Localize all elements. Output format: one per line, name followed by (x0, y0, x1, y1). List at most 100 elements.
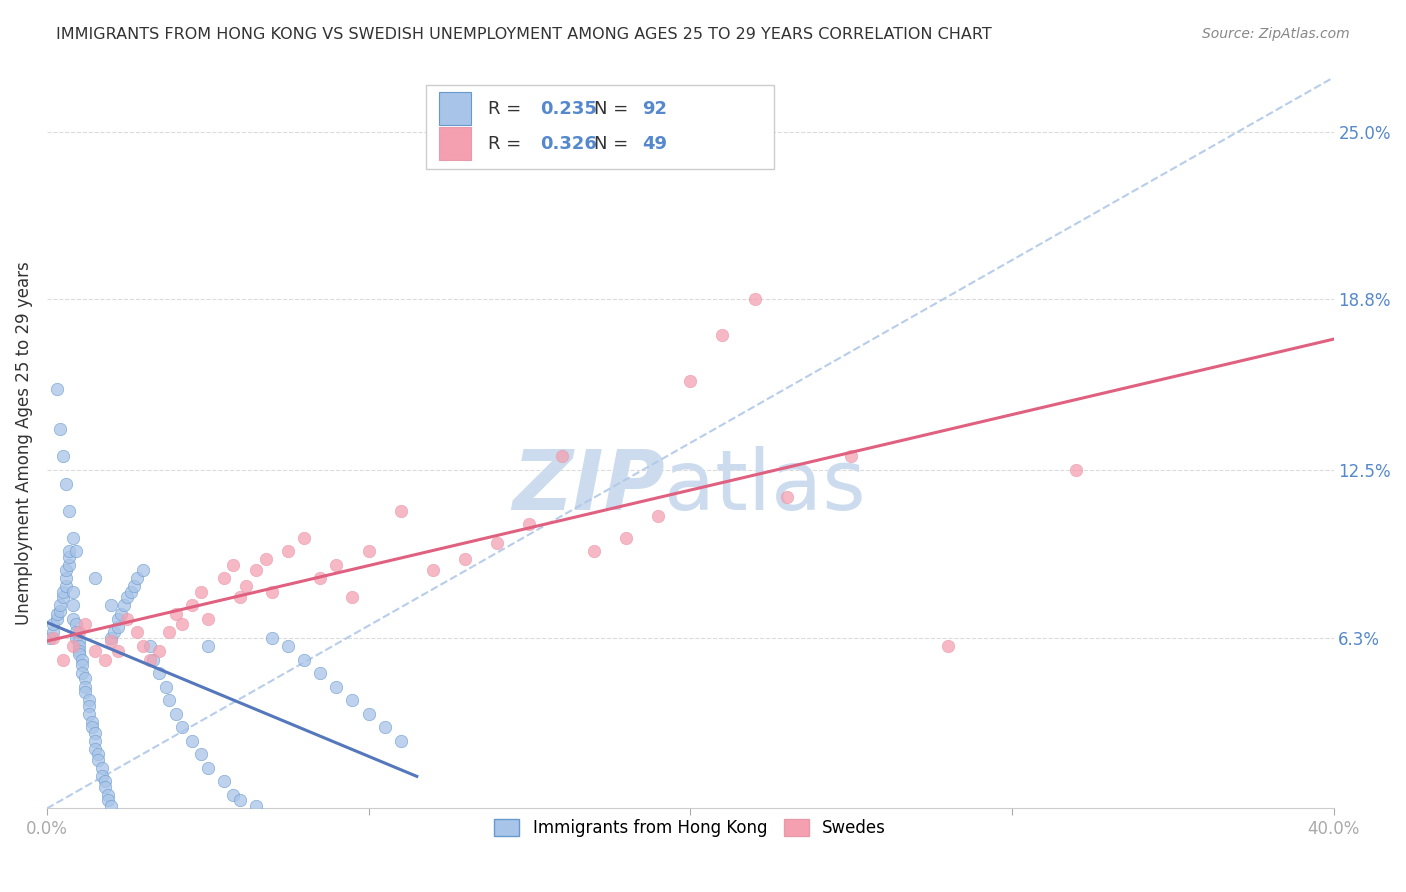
Point (58, 558, 80, 572)
Point (254, 552, 277, 566)
Point (180, 599, 202, 613)
Point (52, 591, 75, 605)
Point (84, 725, 107, 739)
Point (80, 714, 103, 729)
FancyBboxPatch shape (426, 85, 773, 169)
Point (550, 450, 572, 464)
Text: 92: 92 (643, 100, 668, 118)
Point (309, 666, 332, 681)
Text: R =: R = (488, 100, 527, 118)
Point (936, 639, 959, 653)
Point (647, 509, 669, 524)
Point (125, 625, 148, 640)
Point (582, 544, 605, 558)
Point (90, 769, 112, 783)
Point (260, 585, 283, 599)
Point (42, 625, 65, 640)
Point (222, 558, 245, 572)
Point (58, 544, 80, 558)
Point (65, 544, 87, 558)
Point (486, 536, 509, 550)
Point (62, 531, 84, 545)
Point (132, 639, 155, 653)
Point (245, 563, 267, 577)
Point (389, 733, 412, 747)
Point (454, 552, 477, 566)
Point (197, 639, 219, 653)
Point (42, 631, 65, 645)
Point (55, 579, 77, 593)
Point (67, 647, 90, 661)
Text: 0.326: 0.326 (540, 135, 596, 153)
Point (229, 591, 252, 605)
Point (49, 422, 72, 436)
Point (100, 798, 122, 813)
Text: R =: R = (488, 135, 527, 153)
Point (58, 503, 80, 517)
Point (309, 571, 332, 585)
Point (55, 476, 77, 491)
Point (75, 680, 97, 694)
Point (94, 652, 117, 666)
Point (229, 793, 252, 807)
Point (120, 585, 142, 599)
Point (55, 563, 77, 577)
Point (422, 563, 444, 577)
Point (357, 706, 380, 721)
Point (212, 571, 235, 585)
Point (277, 639, 299, 653)
Point (77, 698, 100, 713)
Point (67, 633, 90, 648)
Point (711, 327, 734, 342)
Point (62, 585, 84, 599)
Point (139, 652, 162, 666)
Point (80, 720, 103, 734)
Point (65, 617, 87, 632)
Point (97, 788, 120, 802)
Y-axis label: Unemployment Among Ages 25 to 29 years: Unemployment Among Ages 25 to 29 years (15, 261, 32, 624)
Point (679, 374, 702, 388)
Point (292, 652, 315, 666)
Point (245, 798, 267, 813)
Point (117, 591, 139, 605)
Point (212, 774, 235, 789)
Point (197, 612, 219, 626)
Point (157, 625, 180, 640)
Point (49, 599, 72, 613)
Point (170, 617, 193, 632)
Point (39, 631, 62, 645)
Point (62, 599, 84, 613)
Point (100, 599, 122, 613)
Point (52, 652, 75, 666)
Point (67, 639, 90, 653)
Text: ZIP: ZIP (512, 446, 665, 527)
Point (65, 625, 87, 640)
Point (65, 631, 87, 645)
Point (52, 450, 75, 464)
Point (67, 625, 90, 640)
Point (519, 517, 541, 532)
Point (180, 733, 202, 747)
Point (117, 612, 139, 626)
Point (100, 633, 122, 648)
Text: N =: N = (593, 100, 634, 118)
Point (260, 631, 283, 645)
Point (42, 617, 65, 632)
Point (84, 571, 107, 585)
Point (107, 620, 129, 634)
Point (132, 563, 155, 577)
Point (197, 761, 219, 775)
Point (45, 607, 67, 621)
Point (614, 531, 637, 545)
Point (72, 652, 94, 666)
Point (325, 680, 347, 694)
Point (90, 761, 112, 775)
Point (222, 788, 245, 802)
Point (165, 607, 187, 621)
Point (325, 558, 347, 572)
Point (190, 747, 212, 762)
Point (125, 571, 148, 585)
Point (155, 680, 177, 694)
Point (277, 544, 299, 558)
Point (45, 612, 67, 626)
